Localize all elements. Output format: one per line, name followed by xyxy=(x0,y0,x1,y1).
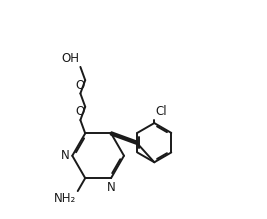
Text: OH: OH xyxy=(61,52,79,65)
Text: N: N xyxy=(107,181,116,194)
Text: N: N xyxy=(61,149,70,162)
Text: Cl: Cl xyxy=(155,105,167,118)
Text: O: O xyxy=(76,105,85,118)
Text: NH₂: NH₂ xyxy=(54,193,76,205)
Text: O: O xyxy=(76,79,85,92)
